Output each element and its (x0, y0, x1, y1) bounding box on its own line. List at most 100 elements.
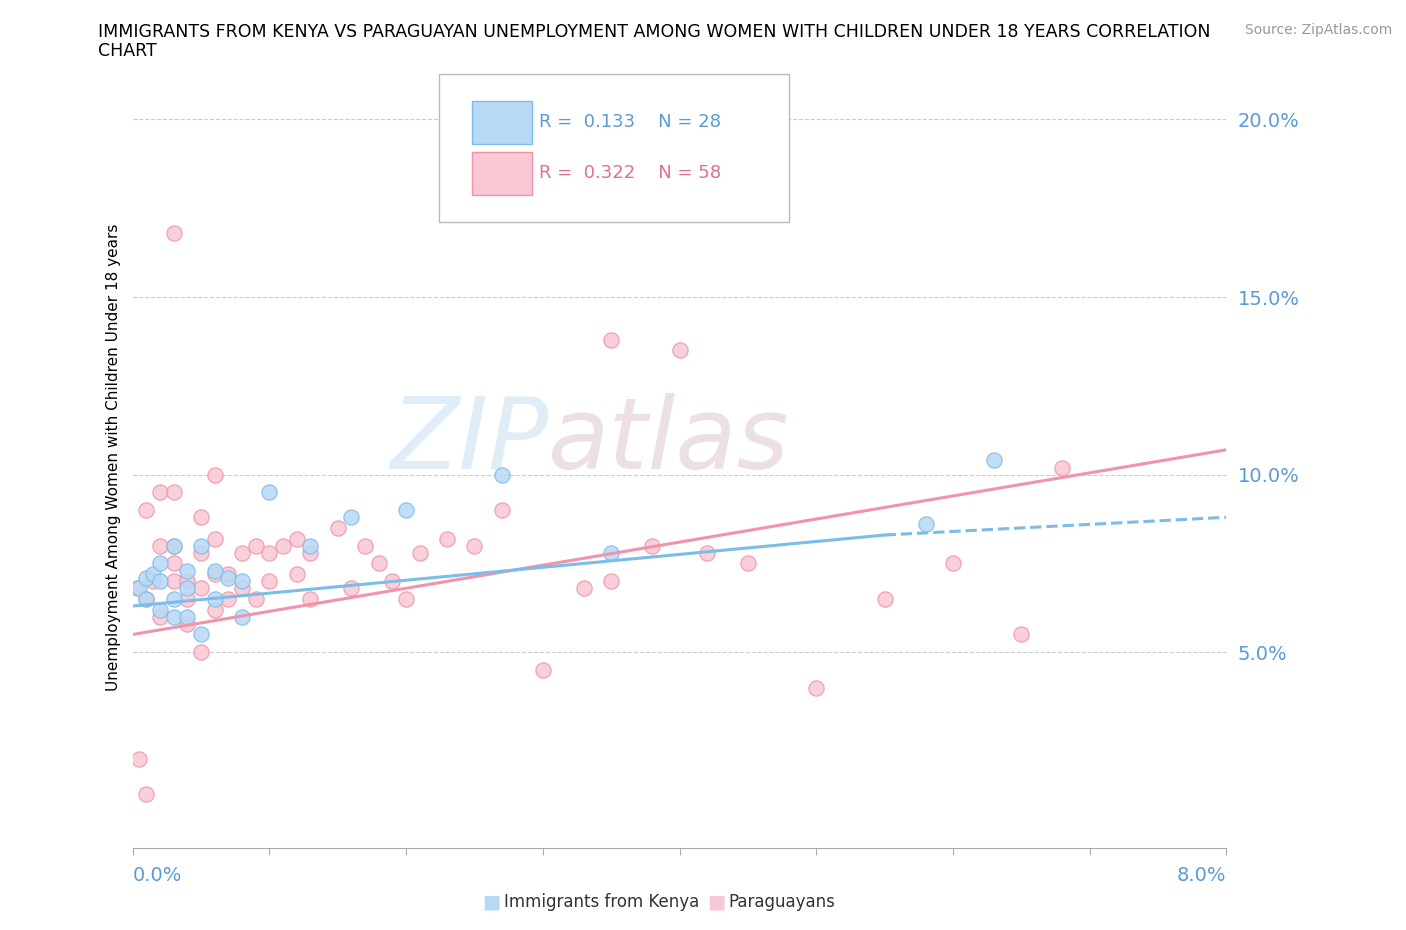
Point (231, 609, 253, 624)
Point (299, 538, 322, 553)
Point (135, 591, 157, 606)
Point (436, 531, 458, 546)
Text: ■: ■ (707, 893, 725, 911)
Point (162, 609, 184, 624)
Point (914, 517, 936, 532)
Point (259, 574, 281, 589)
Point (217, 591, 239, 606)
Point (354, 538, 377, 553)
Point (600, 545, 623, 560)
Point (162, 556, 184, 571)
Point (395, 503, 418, 518)
Point (128, 581, 150, 596)
Point (176, 563, 198, 578)
Point (572, 581, 595, 596)
Point (135, 591, 157, 606)
Point (806, 681, 828, 696)
Point (217, 566, 239, 581)
Point (299, 545, 322, 560)
Point (299, 591, 322, 606)
Point (162, 538, 184, 553)
Point (217, 570, 239, 585)
Point (142, 574, 165, 589)
Point (285, 531, 308, 546)
Text: ■: ■ (482, 893, 501, 911)
Point (600, 332, 623, 347)
Point (190, 644, 212, 659)
Point (176, 591, 198, 606)
Point (204, 566, 226, 581)
Point (245, 538, 267, 553)
Point (696, 545, 718, 560)
Point (285, 566, 308, 581)
FancyBboxPatch shape (439, 74, 789, 222)
Point (149, 556, 172, 571)
Text: ZIP: ZIP (389, 392, 548, 490)
Point (259, 485, 281, 499)
Point (204, 603, 226, 618)
Point (340, 581, 363, 596)
Point (463, 538, 485, 553)
Point (340, 510, 363, 525)
Point (149, 609, 172, 624)
Point (190, 545, 212, 560)
Point (231, 581, 253, 596)
Text: atlas: atlas (548, 392, 790, 490)
Point (271, 538, 294, 553)
Point (204, 563, 226, 578)
Point (204, 591, 226, 606)
Point (125, 581, 148, 596)
Text: CHART: CHART (98, 42, 157, 60)
Point (259, 545, 281, 560)
Point (162, 574, 184, 589)
Text: R =  0.322    N = 58: R = 0.322 N = 58 (540, 165, 721, 182)
Point (190, 581, 212, 596)
Point (204, 467, 226, 482)
Point (162, 538, 184, 553)
Point (531, 662, 554, 677)
Point (142, 566, 165, 581)
Point (190, 538, 212, 553)
Point (395, 591, 418, 606)
Point (135, 503, 157, 518)
Point (149, 574, 172, 589)
Point (245, 591, 267, 606)
Point (983, 453, 1005, 468)
Point (135, 787, 157, 802)
Point (1052, 460, 1074, 475)
Point (641, 538, 664, 553)
Point (162, 591, 184, 606)
Point (176, 609, 198, 624)
Point (600, 574, 623, 589)
Point (176, 581, 198, 596)
Point (149, 603, 172, 618)
Point (162, 226, 184, 241)
FancyBboxPatch shape (471, 101, 531, 144)
Point (190, 510, 212, 525)
Point (737, 556, 759, 571)
Point (162, 485, 184, 499)
Point (190, 627, 212, 642)
Text: 8.0%: 8.0% (1177, 866, 1226, 885)
Text: Immigrants from Kenya: Immigrants from Kenya (503, 894, 699, 911)
Point (176, 574, 198, 589)
Point (408, 545, 430, 560)
FancyBboxPatch shape (471, 153, 531, 195)
Text: IMMIGRANTS FROM KENYA VS PARAGUAYAN UNEMPLOYMENT AMONG WOMEN WITH CHILDREN UNDER: IMMIGRANTS FROM KENYA VS PARAGUAYAN UNEM… (98, 23, 1211, 41)
Point (128, 751, 150, 766)
Point (135, 570, 157, 585)
Text: Paraguayans: Paraguayans (728, 894, 835, 911)
Point (231, 545, 253, 560)
Point (176, 617, 198, 631)
Point (149, 538, 172, 553)
Point (668, 343, 690, 358)
Y-axis label: Unemployment Among Women with Children Under 18 years: Unemployment Among Women with Children U… (107, 223, 121, 691)
Text: R =  0.133    N = 28: R = 0.133 N = 28 (540, 113, 721, 131)
Text: 0.0%: 0.0% (132, 866, 181, 885)
Point (381, 574, 404, 589)
Point (942, 556, 965, 571)
Point (326, 521, 349, 536)
Point (491, 467, 513, 482)
Point (231, 574, 253, 589)
Point (149, 485, 172, 499)
